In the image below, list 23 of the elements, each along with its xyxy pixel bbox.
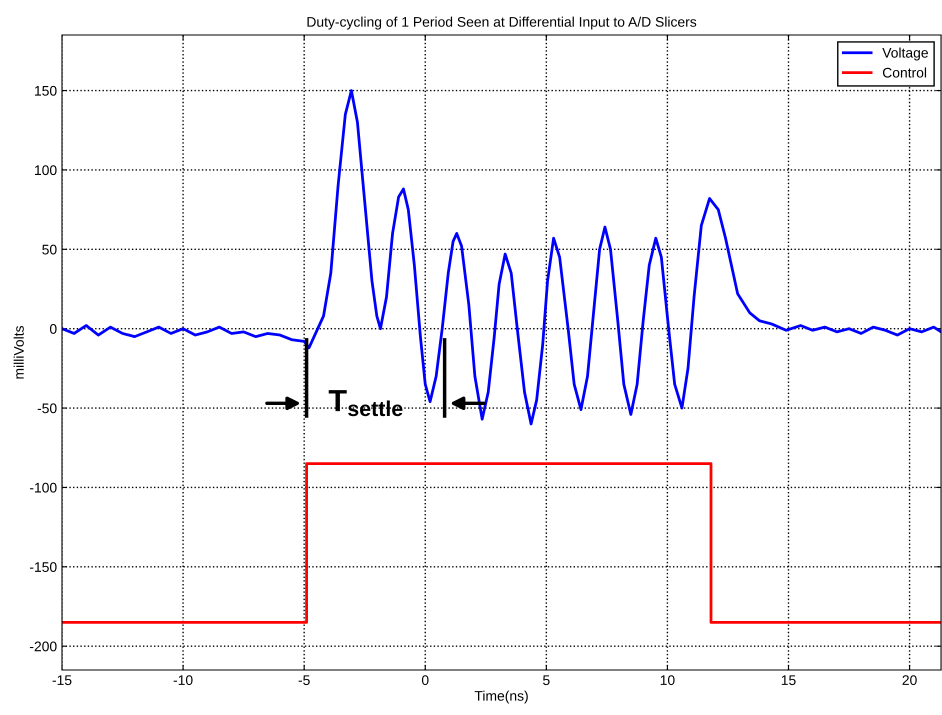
y-tick-label: 50 — [42, 244, 57, 254]
x-tick-label: 0 — [422, 675, 429, 686]
y-tick-label: -150 — [30, 562, 57, 572]
x-tick-label: 20 — [902, 675, 917, 686]
legend-label: Voltage — [882, 48, 928, 60]
y-tick-label: -50 — [38, 403, 57, 414]
x-tick-label: 10 — [660, 675, 675, 686]
y-tick-label: 0 — [50, 324, 57, 334]
ref-line-label: T$_{settle}$ — [328, 390, 402, 416]
y-tick-label: -200 — [30, 642, 57, 652]
y-axis-title: milliVolts — [14, 326, 24, 379]
y-tick-label: 150 — [35, 86, 57, 96]
x-tick-label: 5 — [543, 675, 550, 686]
x-tick-label: -5 — [298, 675, 310, 686]
x-tick-label: -10 — [174, 675, 193, 686]
x-axis-title: Time(ns) — [474, 690, 528, 704]
x-tick-label: -15 — [52, 675, 72, 686]
chart-title: Duty-cycling of 1 Period Seen at Differential Input to A/D Slicers — [307, 16, 696, 30]
legend-label: Control — [882, 67, 926, 78]
y-tick-label: 100 — [35, 165, 57, 176]
y-tick-label: -100 — [30, 482, 57, 493]
line-series — [62, 89, 942, 426]
x-tick-label: 15 — [782, 675, 796, 686]
